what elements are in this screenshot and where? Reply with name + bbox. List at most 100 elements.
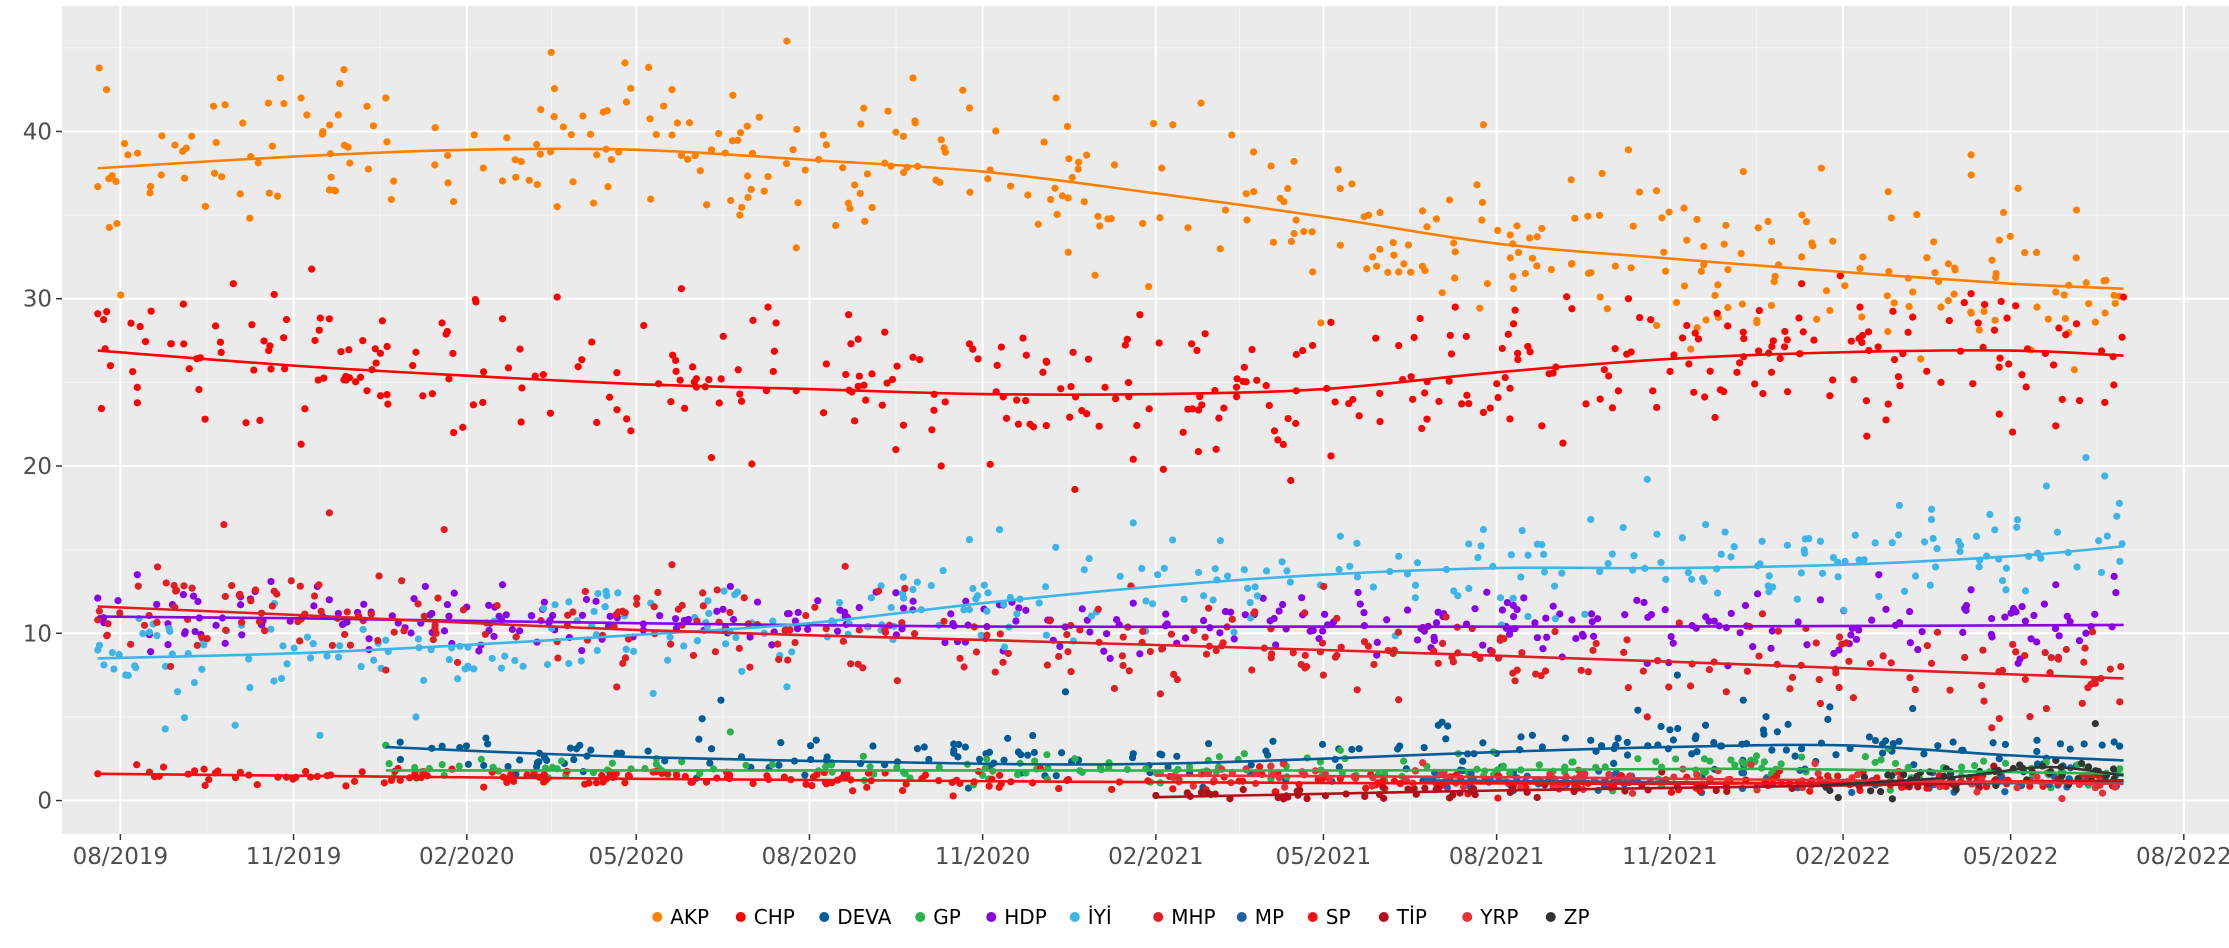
data-point [1355, 412, 1363, 420]
data-point [1768, 627, 1776, 635]
data-point [1376, 389, 1384, 398]
data-point [1136, 650, 1144, 658]
data-point [515, 627, 524, 635]
data-point [1065, 155, 1073, 163]
y-tick-label: 30 [23, 287, 52, 313]
data-point [1906, 639, 1914, 647]
data-point [859, 752, 867, 760]
data-point [1738, 758, 1746, 766]
data-point [714, 129, 723, 138]
data-point [884, 107, 892, 115]
data-point [867, 594, 875, 602]
data-point [116, 609, 124, 617]
data-point [1784, 720, 1792, 728]
plot-panel [62, 6, 2229, 834]
data-point [940, 617, 948, 625]
data-point [802, 611, 810, 620]
data-point [346, 641, 354, 649]
data-point [1835, 683, 1843, 692]
trend-line-yrp [1155, 774, 2124, 786]
data-point [1783, 541, 1792, 549]
data-point [378, 317, 386, 325]
data-point [1974, 319, 1982, 327]
data-point [1167, 630, 1176, 638]
data-point [2058, 395, 2066, 404]
data-point [1988, 724, 1996, 732]
data-point [1354, 588, 1362, 597]
x-tick-label: 02/2022 [1795, 844, 1891, 870]
data-point [749, 316, 757, 325]
data-point [836, 606, 844, 614]
data-point [334, 653, 343, 661]
data-point [1521, 269, 1529, 278]
data-point [407, 629, 415, 637]
data-point [1675, 619, 1683, 627]
data-point [553, 203, 561, 211]
data-point [854, 382, 862, 390]
data-point [174, 688, 182, 696]
data-point [993, 361, 1001, 369]
data-point [1657, 558, 1665, 567]
data-point [892, 589, 900, 597]
data-point [1563, 293, 1571, 301]
data-point [845, 311, 853, 319]
data-point [191, 627, 199, 636]
data-point [1287, 476, 1295, 485]
data-point [1758, 610, 1767, 618]
data-point [303, 111, 311, 119]
data-point [1782, 746, 1790, 754]
data-point [388, 612, 396, 620]
data-point [1194, 406, 1203, 414]
data-point [1776, 354, 1784, 363]
data-point [1411, 581, 1420, 589]
data-point [1509, 320, 1518, 328]
data-point [1561, 734, 1570, 742]
data-point [983, 631, 991, 639]
data-point [440, 627, 449, 635]
data-point [1875, 571, 1883, 579]
data-point [1046, 617, 1054, 625]
data-point [1015, 604, 1023, 612]
data-point [431, 161, 439, 169]
data-point [1419, 759, 1427, 767]
data-point [671, 615, 680, 623]
data-point [1287, 237, 1296, 246]
legend-key [915, 912, 926, 922]
data-point [569, 178, 577, 186]
data-point [115, 650, 123, 659]
legend-label: DEVA [837, 905, 891, 929]
data-point [1259, 594, 1267, 602]
data-point [1852, 635, 1861, 644]
data-point [656, 612, 664, 620]
data-point [270, 587, 278, 595]
data-point [1240, 566, 1248, 574]
data-point [592, 597, 600, 605]
data-point [2063, 612, 2071, 620]
data-point [678, 758, 686, 766]
data-point [916, 356, 924, 364]
data-point [167, 340, 175, 348]
data-point [1337, 643, 1345, 651]
data-point [1546, 770, 1554, 778]
data-point [540, 598, 548, 606]
data-point [102, 86, 111, 94]
data-point [1336, 184, 1344, 193]
data-point [140, 621, 149, 629]
data-point [1043, 751, 1051, 759]
data-point [1705, 617, 1713, 625]
data-point [2001, 740, 2010, 749]
data-point [627, 427, 635, 435]
data-point [162, 579, 170, 587]
data-point [471, 295, 479, 304]
data-point [640, 321, 648, 330]
data-point [1542, 614, 1550, 622]
data-point [2021, 651, 2029, 660]
data-point [2080, 740, 2088, 748]
data-point [1724, 265, 1732, 274]
data-point [1801, 535, 1809, 543]
data-point [1567, 176, 1575, 184]
series-mhp [94, 509, 2125, 732]
data-point [1848, 788, 1856, 797]
data-point [1194, 568, 1203, 577]
data-point [2066, 745, 2074, 753]
